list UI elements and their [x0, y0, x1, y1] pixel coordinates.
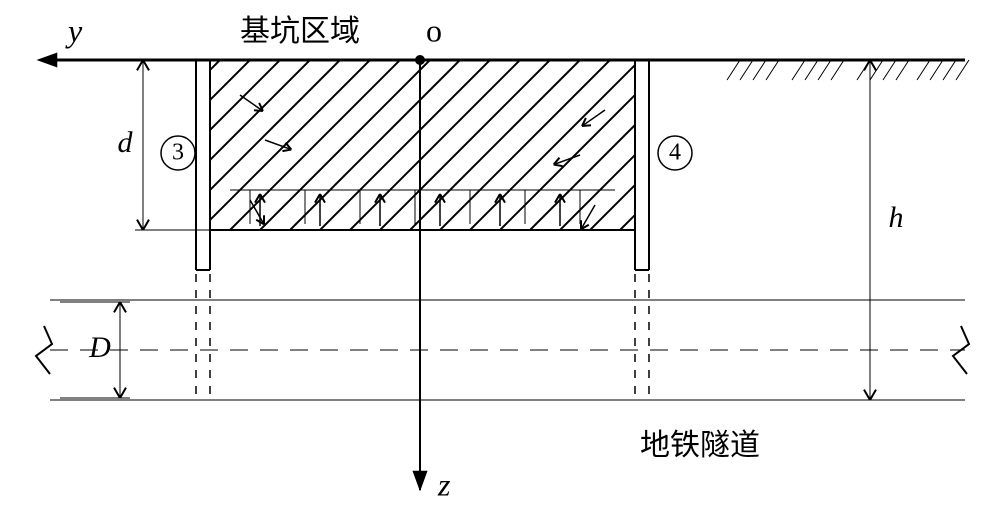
dim-D: D — [88, 331, 111, 364]
break-mark — [36, 326, 52, 374]
o-label: o — [426, 12, 442, 48]
dim-h: h — [889, 201, 904, 234]
dim-d: d — [118, 126, 134, 159]
circle-3-label: 3 — [172, 140, 184, 166]
tunnel-title: 地铁隧道 — [640, 429, 760, 462]
z-axis-label: z — [437, 466, 451, 502]
circle-4-label: 4 — [669, 140, 681, 166]
pit-title: 基坑区域 — [240, 15, 360, 48]
y-axis-label: y — [65, 12, 83, 48]
